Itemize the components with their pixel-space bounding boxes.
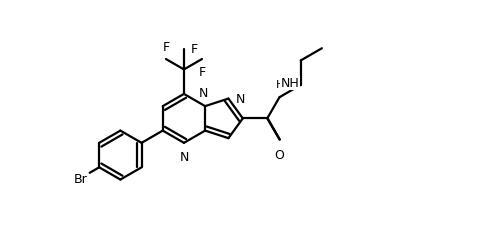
Text: N: N <box>199 87 208 100</box>
Text: F: F <box>199 66 206 79</box>
Text: H: H <box>276 80 284 90</box>
Text: NH: NH <box>280 77 299 90</box>
Text: N: N <box>179 150 189 163</box>
Text: Br: Br <box>74 172 87 185</box>
Text: F: F <box>191 43 198 56</box>
Text: O: O <box>274 149 284 162</box>
Text: F: F <box>162 41 170 54</box>
Text: N: N <box>236 93 245 106</box>
